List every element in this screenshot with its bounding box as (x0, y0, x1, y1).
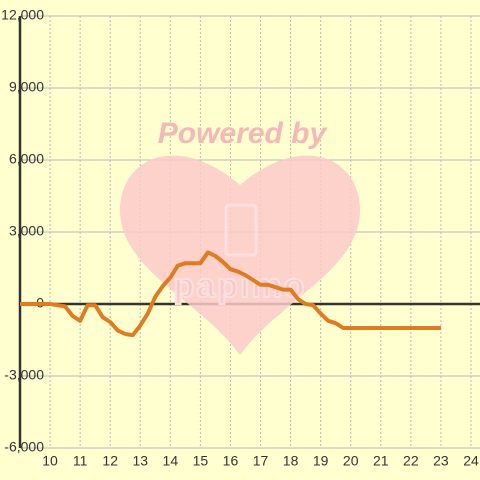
plot: 10 11 12 13 14 15 16 17 18 19 20 21 22 23 24 -6,000 -3,0… (1, 7, 479, 469)
y-tick-label: 9,000 (9, 79, 44, 95)
x-tick-label: 14 (163, 453, 179, 469)
x-tick-label: 10 (42, 453, 58, 469)
x-tick-label: 21 (373, 453, 389, 469)
x-tick-label: 13 (132, 453, 148, 469)
y-tick-label: -6,000 (4, 439, 44, 455)
x-tick-label: 15 (193, 453, 209, 469)
watermark-phone (224, 203, 258, 257)
x-tick-label: 11 (73, 453, 88, 469)
x-tick-label: 16 (223, 453, 239, 469)
watermark-text: Powered by (158, 117, 328, 150)
y-tick-label: -3,000 (4, 367, 44, 383)
x-tick-label: 18 (283, 453, 299, 469)
x-tick-label: 23 (433, 453, 449, 469)
x-tick-label: 17 (253, 453, 269, 469)
x-tick-label: 22 (403, 453, 419, 469)
series-line (20, 250, 441, 338)
y-tick-label: 12,000 (1, 7, 44, 23)
watermark: Powered by papimo (120, 117, 360, 355)
x-tick-label: 19 (313, 453, 329, 469)
x-tick-label: 12 (102, 453, 118, 469)
x-tick-label: 24 (463, 453, 479, 469)
y-tick-label: 3,000 (9, 223, 44, 239)
x-tick-label: 20 (343, 453, 359, 469)
y-tick-label: 6,000 (9, 151, 44, 167)
